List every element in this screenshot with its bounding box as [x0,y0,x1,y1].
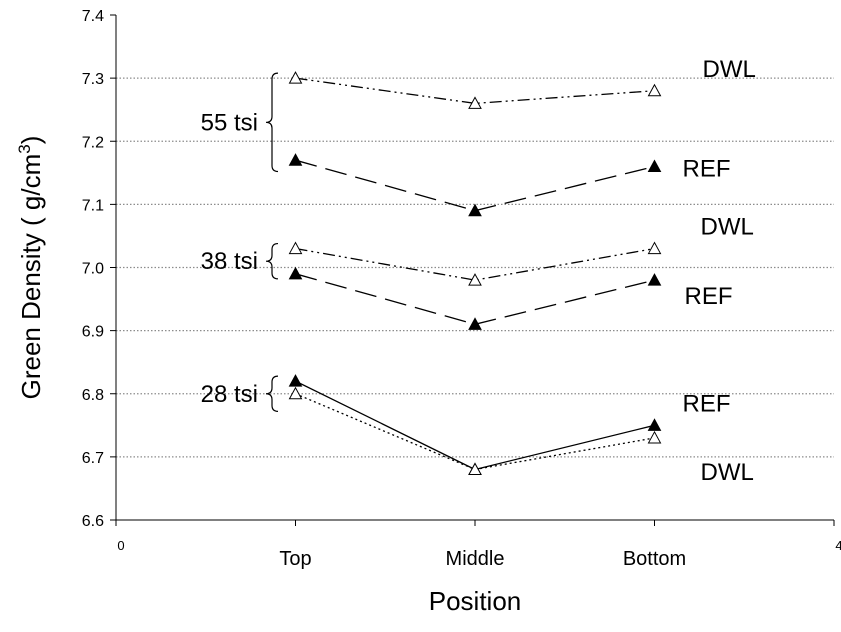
data-point-marker [468,317,482,330]
series-line [295,380,655,471]
data-point-marker [288,241,303,255]
data-point-marker [647,83,662,97]
data-point-marker [647,418,662,431]
data-point-marker [647,159,662,172]
series-line [295,77,655,105]
y-tick-label: 6.9 [82,324,104,341]
annotations-layer: DWL REF DWL REF REF DWL 55 tsi 38 tsi 28 tsi [201,56,756,486]
y-axis-title-end: ) [16,136,46,145]
data-point-marker [647,430,662,444]
y-tick-label: 7.1 [82,197,104,214]
y-tick-label: 6.7 [82,450,104,467]
x-axis-title: Position [429,586,522,616]
data-point-marker [288,153,303,166]
series-label: DWL [701,459,754,486]
x-end-tick-label: 0 [117,538,124,553]
gridlines [116,77,834,458]
group-brace [265,72,279,173]
group-label: 38 tsi [201,248,258,275]
data-point-marker [288,71,303,84]
series-label: REF [683,156,731,183]
y-axis-title-main: Green Density ( g/cm [16,154,46,400]
y-tick-label: 7.2 [82,134,104,151]
category-label: Top [279,548,311,570]
series-label: DWL [703,56,756,83]
y-tick-label: 7.4 [82,8,104,25]
data-point-marker [288,266,303,280]
series-line [295,393,655,471]
category-label: Middle [446,548,505,570]
y-axis-title: Green Density ( g/cm3) [15,136,46,400]
x-end-tick-label: 4 [835,538,841,553]
series-label: DWL [701,214,754,241]
data-point-marker [647,273,662,286]
y-tick-label: 7.3 [82,71,104,88]
data-point-marker [288,374,303,387]
category-label: Bottom [623,548,686,570]
data-point-marker [468,273,482,286]
data-point-marker [468,462,482,475]
y-tick-label: 7.0 [82,261,104,278]
series-line [295,159,655,212]
ticks: 6.6 6.7 6.8 6.9 7.0 7.1 7.2 7.3 7.4 0 4 Top Middle Bo… [82,8,841,570]
y-tick-label: 6.6 [82,513,104,530]
series-layer [288,71,662,475]
data-point-marker [468,203,482,217]
group-brace [265,375,279,412]
data-point-marker [647,241,662,255]
series-label: REF [685,283,733,310]
data-point-marker [288,386,303,400]
series-label: REF [683,390,731,417]
y-axis-title-superscript: 3 [15,144,34,153]
group-label: 28 tsi [201,381,258,408]
y-tick-label: 6.8 [82,387,104,404]
group-brace [265,242,279,280]
series-line [295,247,655,281]
data-point-marker [468,96,482,109]
group-label: 55 tsi [201,109,258,136]
